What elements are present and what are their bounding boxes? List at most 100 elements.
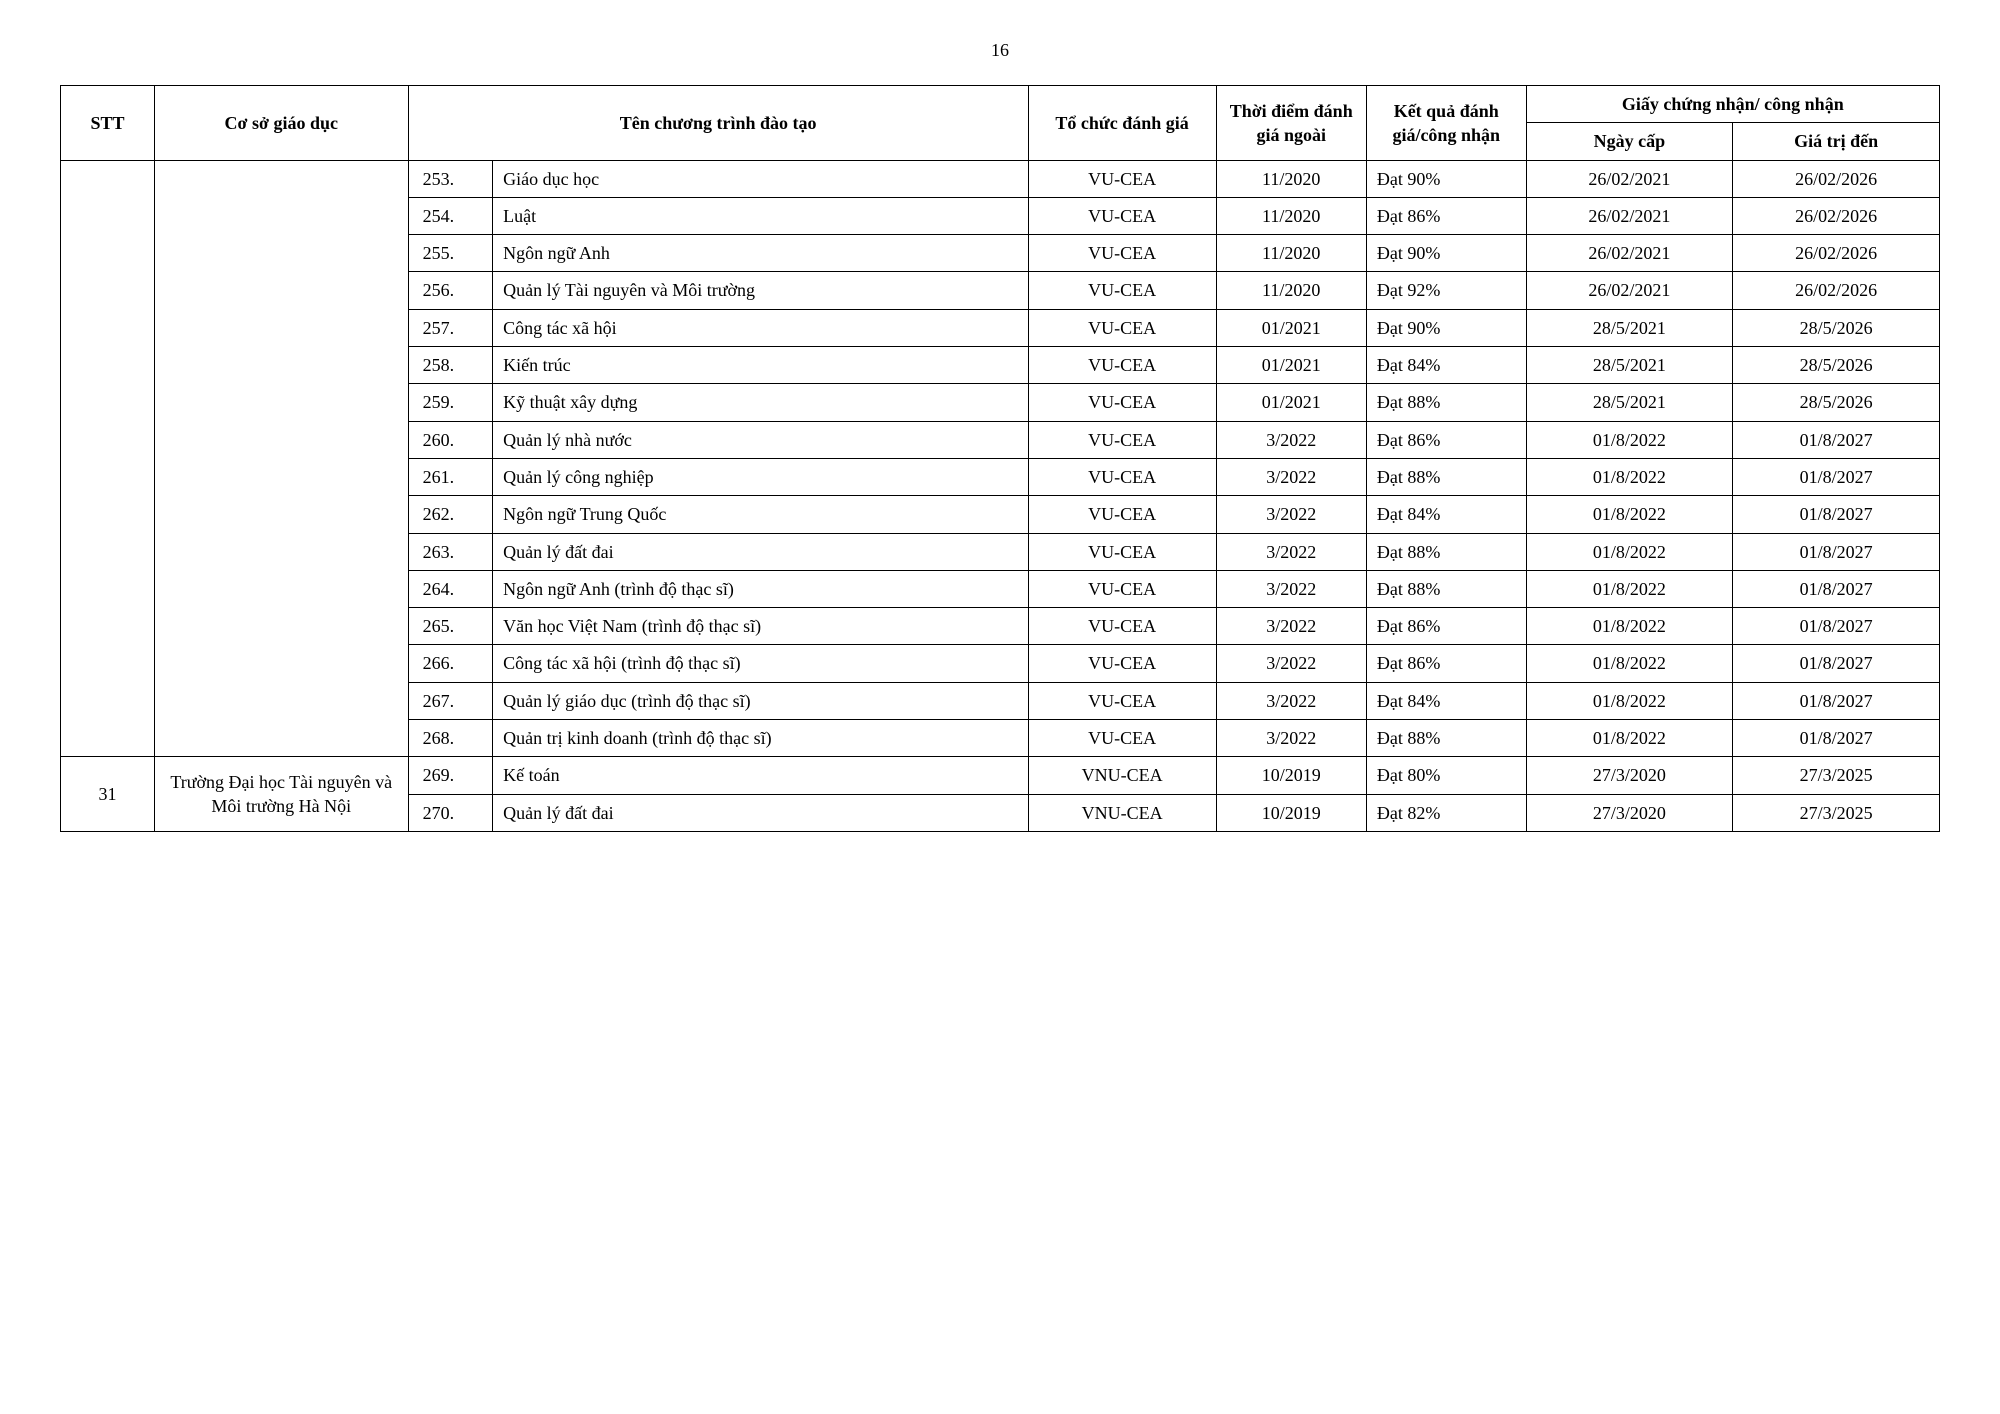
cell-valid: 26/02/2026	[1733, 197, 1940, 234]
cell-index: 262.	[408, 496, 493, 533]
cell-time: 11/2020	[1216, 197, 1366, 234]
table-row: 253.Giáo dục họcVU-CEA11/2020Đạt 90%26/0…	[61, 160, 1940, 197]
cell-result: Đạt 88%	[1366, 384, 1526, 421]
cell-result: Đạt 80%	[1366, 757, 1526, 794]
cell-time: 01/2021	[1216, 384, 1366, 421]
cell-org: VU-CEA	[1028, 309, 1216, 346]
cell-index: 256.	[408, 272, 493, 309]
cell-index: 270.	[408, 794, 493, 831]
cell-stt	[61, 160, 155, 757]
cell-issue: 26/02/2021	[1526, 235, 1733, 272]
cell-program: Ngôn ngữ Anh	[493, 235, 1029, 272]
cell-result: Đạt 86%	[1366, 645, 1526, 682]
cell-issue: 28/5/2021	[1526, 384, 1733, 421]
cell-org: VU-CEA	[1028, 682, 1216, 719]
cell-issue: 01/8/2022	[1526, 496, 1733, 533]
cell-result: Đạt 86%	[1366, 197, 1526, 234]
cell-program: Kế toán	[493, 757, 1029, 794]
cell-index: 264.	[408, 570, 493, 607]
cell-valid: 27/3/2025	[1733, 794, 1940, 831]
cell-index: 265.	[408, 608, 493, 645]
cell-result: Đạt 90%	[1366, 160, 1526, 197]
cell-program: Ngôn ngữ Anh (trình độ thạc sĩ)	[493, 570, 1029, 607]
cell-program: Quản lý nhà nước	[493, 421, 1029, 458]
cell-program: Văn học Việt Nam (trình độ thạc sĩ)	[493, 608, 1029, 645]
cell-institution: Trường Đại học Tài nguyên và Môi trường …	[154, 757, 408, 832]
cell-valid: 26/02/2026	[1733, 235, 1940, 272]
cell-issue: 27/3/2020	[1526, 794, 1733, 831]
cell-result: Đạt 88%	[1366, 533, 1526, 570]
cell-valid: 01/8/2027	[1733, 496, 1940, 533]
cell-result: Đạt 90%	[1366, 235, 1526, 272]
cell-org: VU-CEA	[1028, 458, 1216, 495]
cell-program: Quản lý công nghiệp	[493, 458, 1029, 495]
cell-program: Ngôn ngữ Trung Quốc	[493, 496, 1029, 533]
cell-result: Đạt 86%	[1366, 421, 1526, 458]
cell-result: Đạt 84%	[1366, 347, 1526, 384]
th-issue-date: Ngày cấp	[1526, 123, 1733, 160]
th-institution: Cơ sở giáo dục	[154, 86, 408, 161]
cell-valid: 26/02/2026	[1733, 160, 1940, 197]
cell-time: 11/2020	[1216, 272, 1366, 309]
cell-result: Đạt 92%	[1366, 272, 1526, 309]
programs-table: STT Cơ sở giáo dục Tên chương trình đào …	[60, 85, 1940, 832]
cell-time: 10/2019	[1216, 794, 1366, 831]
th-organization: Tổ chức đánh giá	[1028, 86, 1216, 161]
cell-valid: 27/3/2025	[1733, 757, 1940, 794]
cell-valid: 01/8/2027	[1733, 570, 1940, 607]
th-stt: STT	[61, 86, 155, 161]
cell-result: Đạt 86%	[1366, 608, 1526, 645]
cell-program: Kỹ thuật xây dựng	[493, 384, 1029, 421]
cell-issue: 27/3/2020	[1526, 757, 1733, 794]
cell-valid: 01/8/2027	[1733, 458, 1940, 495]
cell-program: Kiến trúc	[493, 347, 1029, 384]
cell-issue: 26/02/2021	[1526, 272, 1733, 309]
cell-result: Đạt 88%	[1366, 458, 1526, 495]
cell-issue: 01/8/2022	[1526, 421, 1733, 458]
cell-time: 3/2022	[1216, 608, 1366, 645]
cell-program: Quản lý đất đai	[493, 533, 1029, 570]
cell-valid: 28/5/2026	[1733, 309, 1940, 346]
th-program: Tên chương trình đào tạo	[408, 86, 1028, 161]
cell-time: 01/2021	[1216, 309, 1366, 346]
table-row: 31Trường Đại học Tài nguyên và Môi trườn…	[61, 757, 1940, 794]
cell-result: Đạt 84%	[1366, 682, 1526, 719]
cell-org: VU-CEA	[1028, 533, 1216, 570]
cell-issue: 01/8/2022	[1526, 682, 1733, 719]
cell-org: VU-CEA	[1028, 384, 1216, 421]
cell-org: VU-CEA	[1028, 347, 1216, 384]
cell-result: Đạt 82%	[1366, 794, 1526, 831]
cell-program: Quản lý giáo dục (trình độ thạc sĩ)	[493, 682, 1029, 719]
cell-result: Đạt 84%	[1366, 496, 1526, 533]
cell-index: 253.	[408, 160, 493, 197]
cell-index: 254.	[408, 197, 493, 234]
th-certificate: Giấy chứng nhận/ công nhận	[1526, 86, 1939, 123]
cell-issue: 28/5/2021	[1526, 309, 1733, 346]
cell-org: VU-CEA	[1028, 272, 1216, 309]
cell-valid: 01/8/2027	[1733, 421, 1940, 458]
cell-valid: 01/8/2027	[1733, 645, 1940, 682]
header-row-1: STT Cơ sở giáo dục Tên chương trình đào …	[61, 86, 1940, 123]
cell-index: 266.	[408, 645, 493, 682]
cell-org: VU-CEA	[1028, 160, 1216, 197]
cell-issue: 26/02/2021	[1526, 197, 1733, 234]
cell-time: 3/2022	[1216, 496, 1366, 533]
cell-org: VNU-CEA	[1028, 757, 1216, 794]
cell-valid: 26/02/2026	[1733, 272, 1940, 309]
cell-org: VNU-CEA	[1028, 794, 1216, 831]
cell-valid: 01/8/2027	[1733, 533, 1940, 570]
th-result: Kết quả đánh giá/công nhận	[1366, 86, 1526, 161]
cell-index: 255.	[408, 235, 493, 272]
cell-issue: 01/8/2022	[1526, 570, 1733, 607]
cell-issue: 28/5/2021	[1526, 347, 1733, 384]
cell-program: Quản trị kinh doanh (trình độ thạc sĩ)	[493, 720, 1029, 757]
cell-index: 269.	[408, 757, 493, 794]
cell-time: 10/2019	[1216, 757, 1366, 794]
cell-time: 3/2022	[1216, 533, 1366, 570]
cell-valid: 01/8/2027	[1733, 720, 1940, 757]
cell-org: VU-CEA	[1028, 496, 1216, 533]
cell-time: 3/2022	[1216, 570, 1366, 607]
cell-result: Đạt 88%	[1366, 720, 1526, 757]
cell-program: Công tác xã hội (trình độ thạc sĩ)	[493, 645, 1029, 682]
cell-index: 267.	[408, 682, 493, 719]
